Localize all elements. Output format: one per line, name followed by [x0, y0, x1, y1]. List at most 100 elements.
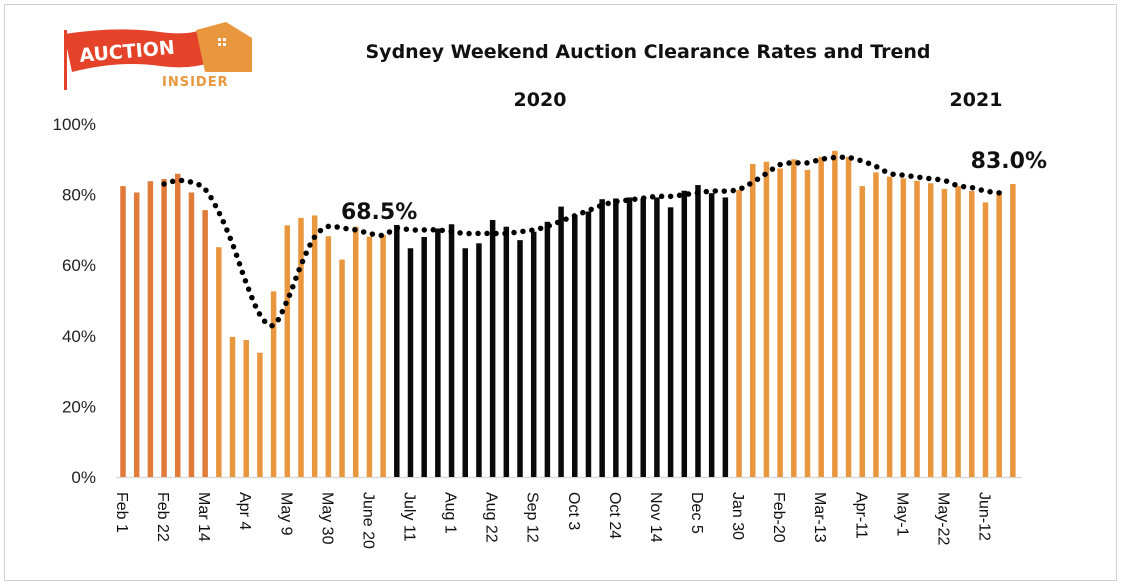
- bar: [667, 207, 674, 478]
- bar: [900, 178, 907, 477]
- bar: [120, 186, 126, 478]
- bar: [339, 259, 345, 477]
- bar: [517, 240, 523, 477]
- x-axis: Feb 1 Feb 22 Mar 14 Apr 4 May 9 May 30 June 20…: [113, 492, 992, 549]
- bar: [270, 291, 277, 477]
- bar: [572, 215, 578, 477]
- bar: [352, 226, 359, 477]
- x-tick-label: Oct 3: [565, 492, 582, 530]
- bar: [202, 210, 208, 477]
- annotations: 68.5% 83.0%: [341, 149, 1047, 225]
- x-tick-label: Dec 5: [688, 492, 705, 534]
- bar: [1010, 184, 1016, 477]
- bar: [421, 236, 427, 477]
- y-tick-label: 80%: [62, 186, 96, 205]
- y-tick-label: 100%: [53, 115, 96, 134]
- bar: [982, 202, 989, 477]
- bar: [845, 156, 852, 478]
- bar: [448, 224, 455, 477]
- bar: [380, 234, 386, 477]
- x-tick-label: Aug 22: [483, 492, 500, 543]
- bar: [640, 198, 646, 477]
- bar: [832, 150, 838, 477]
- bar: [530, 231, 537, 477]
- bar: [147, 181, 154, 477]
- bar: [188, 192, 195, 477]
- bar: [599, 199, 605, 477]
- bar: [914, 180, 920, 477]
- bar: [927, 183, 934, 477]
- value-annotation: 68.5%: [341, 200, 417, 225]
- year-label-2021: 2021: [950, 89, 1003, 111]
- year-label-2020: 2020: [514, 89, 567, 111]
- x-tick-label: Mar-13: [811, 492, 828, 543]
- bar: [763, 161, 770, 477]
- bar: [818, 156, 824, 478]
- x-tick-label: Nov 14: [647, 492, 664, 543]
- bar: [722, 197, 729, 477]
- svg-text:INSIDER: INSIDER: [162, 75, 229, 90]
- x-tick-label: Feb 22: [154, 492, 171, 542]
- bar: [489, 220, 496, 478]
- chart-title: Sydney Weekend Auction Clearance Rates a…: [366, 41, 931, 63]
- bar: [955, 186, 961, 478]
- bar: [284, 225, 291, 477]
- x-tick-label: Apr-11: [852, 492, 869, 539]
- x-tick-label: Mar 14: [195, 492, 212, 542]
- bar: [503, 226, 510, 477]
- x-tick-label: Oct 24: [606, 492, 623, 539]
- y-tick-label: 20%: [62, 397, 96, 416]
- x-tick-label: May-1: [893, 492, 910, 537]
- bar: [298, 217, 304, 477]
- y-axis: 0% 20% 40% 60% 80% 100%: [53, 115, 96, 487]
- bar: [462, 248, 468, 477]
- x-tick-label: May 9: [277, 492, 294, 536]
- bars: [120, 150, 1016, 478]
- bar: [791, 159, 797, 478]
- bar: [161, 179, 167, 477]
- x-tick-label: Feb-20: [770, 492, 787, 543]
- bar: [394, 224, 400, 477]
- y-tick-label: 60%: [62, 256, 96, 275]
- trend-line: [161, 154, 1002, 329]
- bar: [695, 185, 701, 477]
- x-tick-label: Apr 4: [236, 492, 253, 530]
- bar: [654, 197, 660, 477]
- x-tick-label: May-22: [934, 492, 951, 545]
- bar: [613, 198, 619, 477]
- bar: [736, 190, 742, 478]
- bar: [626, 197, 633, 477]
- y-tick-label: 40%: [62, 327, 96, 346]
- bar: [229, 336, 236, 477]
- auction-insider-logo: AUCTION INSIDER: [64, 22, 252, 90]
- x-tick-label: May 30: [318, 492, 335, 545]
- bar: [544, 221, 551, 477]
- bar: [996, 191, 1002, 477]
- bar: [749, 163, 756, 477]
- bar: [216, 247, 222, 477]
- bar: [681, 190, 688, 478]
- x-tick-label: Sep 12: [524, 492, 541, 543]
- bar: [804, 169, 811, 477]
- x-tick-label: Jun-12: [975, 492, 992, 541]
- bar: [175, 173, 181, 477]
- y-tick-label: 0%: [71, 468, 96, 487]
- bar: [777, 168, 783, 477]
- x-tick-label: June 20: [359, 492, 376, 549]
- x-tick-label: Jan 30: [729, 492, 746, 540]
- value-annotation: 83.0%: [971, 149, 1047, 174]
- bar: [407, 248, 414, 477]
- bar: [886, 176, 893, 478]
- x-tick-label: Aug 1: [442, 492, 459, 534]
- bar: [325, 236, 332, 477]
- x-tick-label: July 11: [400, 492, 417, 542]
- x-tick-label: Feb 1: [113, 492, 130, 533]
- bar: [585, 211, 592, 477]
- bar: [708, 193, 715, 478]
- bar: [476, 243, 482, 477]
- bar: [558, 206, 564, 478]
- bar: [311, 215, 318, 477]
- bar: [243, 340, 249, 477]
- bar: [859, 186, 866, 478]
